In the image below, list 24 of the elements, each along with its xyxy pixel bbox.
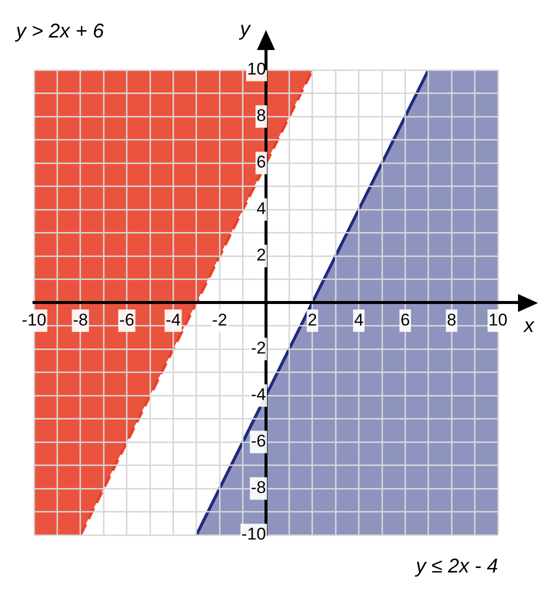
x-tick-label: 2 — [308, 310, 318, 330]
x-tick-label: -6 — [119, 310, 134, 330]
y-tick-label: -2 — [250, 338, 266, 358]
y-tick-label: -8 — [250, 478, 266, 498]
x-tick-label: -2 — [212, 310, 228, 330]
text: y ≤ 2x - 4 — [414, 556, 498, 578]
y-tick-label: -10 — [241, 524, 266, 544]
y-tick-label: -6 — [250, 432, 266, 451]
y-tick-label: 6 — [256, 152, 266, 172]
x-tick-label: 4 — [354, 310, 364, 330]
x-tick-label: -10 — [22, 310, 46, 330]
x-tick-label: 10 — [488, 310, 508, 330]
text: y > 2x + 6 — [14, 20, 105, 43]
y-axis-title: y — [238, 18, 251, 41]
x-tick-label: -8 — [72, 310, 88, 330]
x-tick-label: 6 — [400, 310, 410, 330]
x-axis-title: x — [523, 315, 535, 338]
x-tick-label: -4 — [166, 310, 181, 330]
y-tick-label: 4 — [256, 199, 266, 218]
y-tick-label: 10 — [247, 60, 266, 79]
x-tick-label: 8 — [446, 310, 456, 330]
y-tick-label: 8 — [256, 106, 266, 126]
y-tick-label: 2 — [256, 246, 266, 265]
y-tick-label: -4 — [250, 385, 266, 404]
